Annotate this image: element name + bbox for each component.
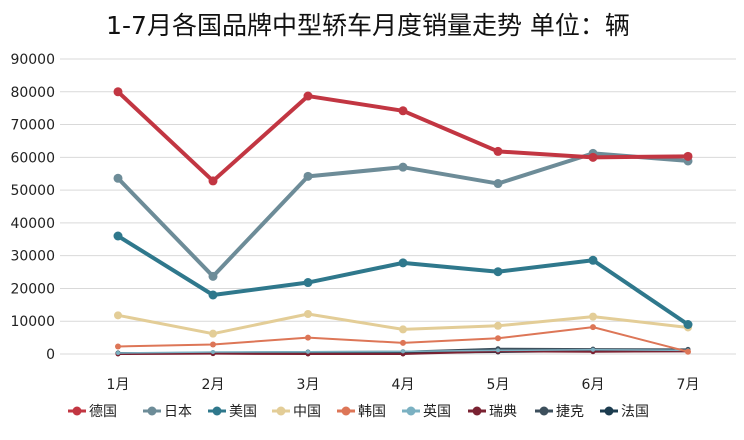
legend-label: 英国 bbox=[423, 403, 451, 420]
data-point bbox=[398, 258, 408, 268]
legend-item: 韩国 bbox=[337, 404, 386, 420]
legend-swatch-marker bbox=[147, 406, 157, 416]
data-point bbox=[588, 152, 598, 162]
legend: 德国 日本 美国 中国 韩国 英国 瑞典 捷克 法国 bbox=[68, 403, 649, 420]
x-tick-label: 4月 bbox=[392, 377, 415, 393]
data-point bbox=[210, 341, 216, 348]
data-point bbox=[493, 267, 503, 277]
data-point bbox=[398, 162, 408, 172]
series-中国 bbox=[114, 310, 692, 338]
chart-title: 1-7月各国品牌中型轿车月度销量走势 单位：辆 bbox=[106, 11, 630, 40]
y-tick-label: 70000 bbox=[10, 118, 55, 134]
data-point bbox=[208, 271, 218, 281]
legend-swatch-marker bbox=[604, 406, 614, 416]
x-tick-label: 5月 bbox=[487, 377, 510, 393]
data-point bbox=[590, 324, 596, 331]
legend-swatch-marker bbox=[72, 406, 82, 416]
legend-swatch-marker bbox=[276, 406, 286, 416]
x-axis-ticks: 1月 2月 3月 4月 5月 6月 7月 bbox=[107, 377, 700, 393]
x-tick-label: 6月 bbox=[582, 377, 605, 393]
y-tick-label: 10000 bbox=[10, 314, 55, 330]
legend-swatch-marker bbox=[341, 406, 351, 416]
data-point bbox=[211, 350, 215, 355]
data-point bbox=[304, 310, 312, 319]
legend-label: 德国 bbox=[89, 404, 117, 420]
series-德国 bbox=[113, 87, 693, 186]
y-tick-label: 80000 bbox=[10, 85, 55, 101]
data-point bbox=[113, 173, 123, 183]
data-point bbox=[591, 347, 595, 352]
x-tick-label: 2月 bbox=[202, 377, 225, 393]
legend-swatch-marker bbox=[472, 406, 482, 416]
data-point bbox=[208, 290, 218, 300]
legend-label: 瑞典 bbox=[489, 404, 517, 420]
data-point bbox=[114, 311, 122, 320]
series-韩国 bbox=[115, 324, 691, 355]
y-tick-label: 50000 bbox=[10, 183, 55, 199]
legend-label: 韩国 bbox=[358, 404, 386, 420]
data-point bbox=[306, 349, 310, 354]
gridlines bbox=[60, 58, 736, 355]
data-point bbox=[494, 321, 502, 330]
legend-swatch-marker bbox=[406, 406, 416, 416]
y-axis-ticks: 0 10000 20000 30000 40000 50000 60000 70000 8000… bbox=[10, 52, 55, 363]
data-point bbox=[495, 335, 501, 342]
series-line bbox=[116, 234, 690, 327]
legend-label: 中国 bbox=[293, 404, 321, 420]
legend-item: 日本 bbox=[143, 404, 192, 420]
data-point bbox=[115, 343, 121, 350]
legend-item: 捷克 bbox=[535, 404, 584, 420]
legend-label: 捷克 bbox=[556, 404, 584, 420]
y-tick-label: 0 bbox=[46, 347, 55, 363]
data-point bbox=[399, 325, 407, 334]
x-tick-label: 7月 bbox=[677, 377, 700, 393]
legend-label: 日本 bbox=[164, 404, 192, 420]
legend-item: 法国 bbox=[600, 404, 649, 420]
y-tick-label: 90000 bbox=[10, 52, 55, 68]
legend-label: 美国 bbox=[229, 404, 257, 420]
data-point bbox=[588, 255, 598, 265]
legend-swatch-marker bbox=[212, 406, 222, 416]
data-point bbox=[398, 106, 408, 116]
data-point bbox=[303, 91, 313, 101]
series-美国 bbox=[113, 231, 693, 329]
legend-swatch-marker bbox=[539, 406, 549, 416]
legend-item: 美国 bbox=[208, 404, 257, 420]
data-point bbox=[208, 176, 218, 186]
data-point bbox=[400, 339, 406, 346]
data-point bbox=[209, 329, 217, 338]
data-point bbox=[303, 171, 313, 181]
legend-item: 德国 bbox=[68, 404, 117, 420]
data-point bbox=[493, 179, 503, 189]
legend-label: 法国 bbox=[621, 404, 649, 420]
x-tick-label: 3月 bbox=[297, 377, 320, 393]
data-point bbox=[496, 348, 500, 353]
data-point bbox=[683, 320, 693, 329]
data-point bbox=[113, 87, 123, 97]
x-tick-label: 1月 bbox=[107, 377, 130, 393]
y-tick-label: 20000 bbox=[10, 281, 55, 297]
legend-item: 英国 bbox=[402, 403, 451, 420]
y-tick-label: 60000 bbox=[10, 150, 55, 166]
data-point bbox=[303, 278, 313, 288]
data-point bbox=[685, 348, 691, 355]
data-point bbox=[401, 349, 405, 354]
data-point bbox=[589, 312, 597, 321]
y-tick-label: 40000 bbox=[10, 216, 55, 232]
series-lines bbox=[113, 87, 693, 357]
data-point bbox=[683, 151, 693, 161]
data-point bbox=[493, 146, 503, 156]
y-tick-label: 30000 bbox=[10, 249, 55, 265]
data-point bbox=[305, 334, 311, 341]
legend-item: 中国 bbox=[272, 404, 321, 420]
legend-item: 瑞典 bbox=[468, 404, 517, 420]
data-point bbox=[116, 351, 120, 356]
data-point bbox=[113, 231, 123, 241]
